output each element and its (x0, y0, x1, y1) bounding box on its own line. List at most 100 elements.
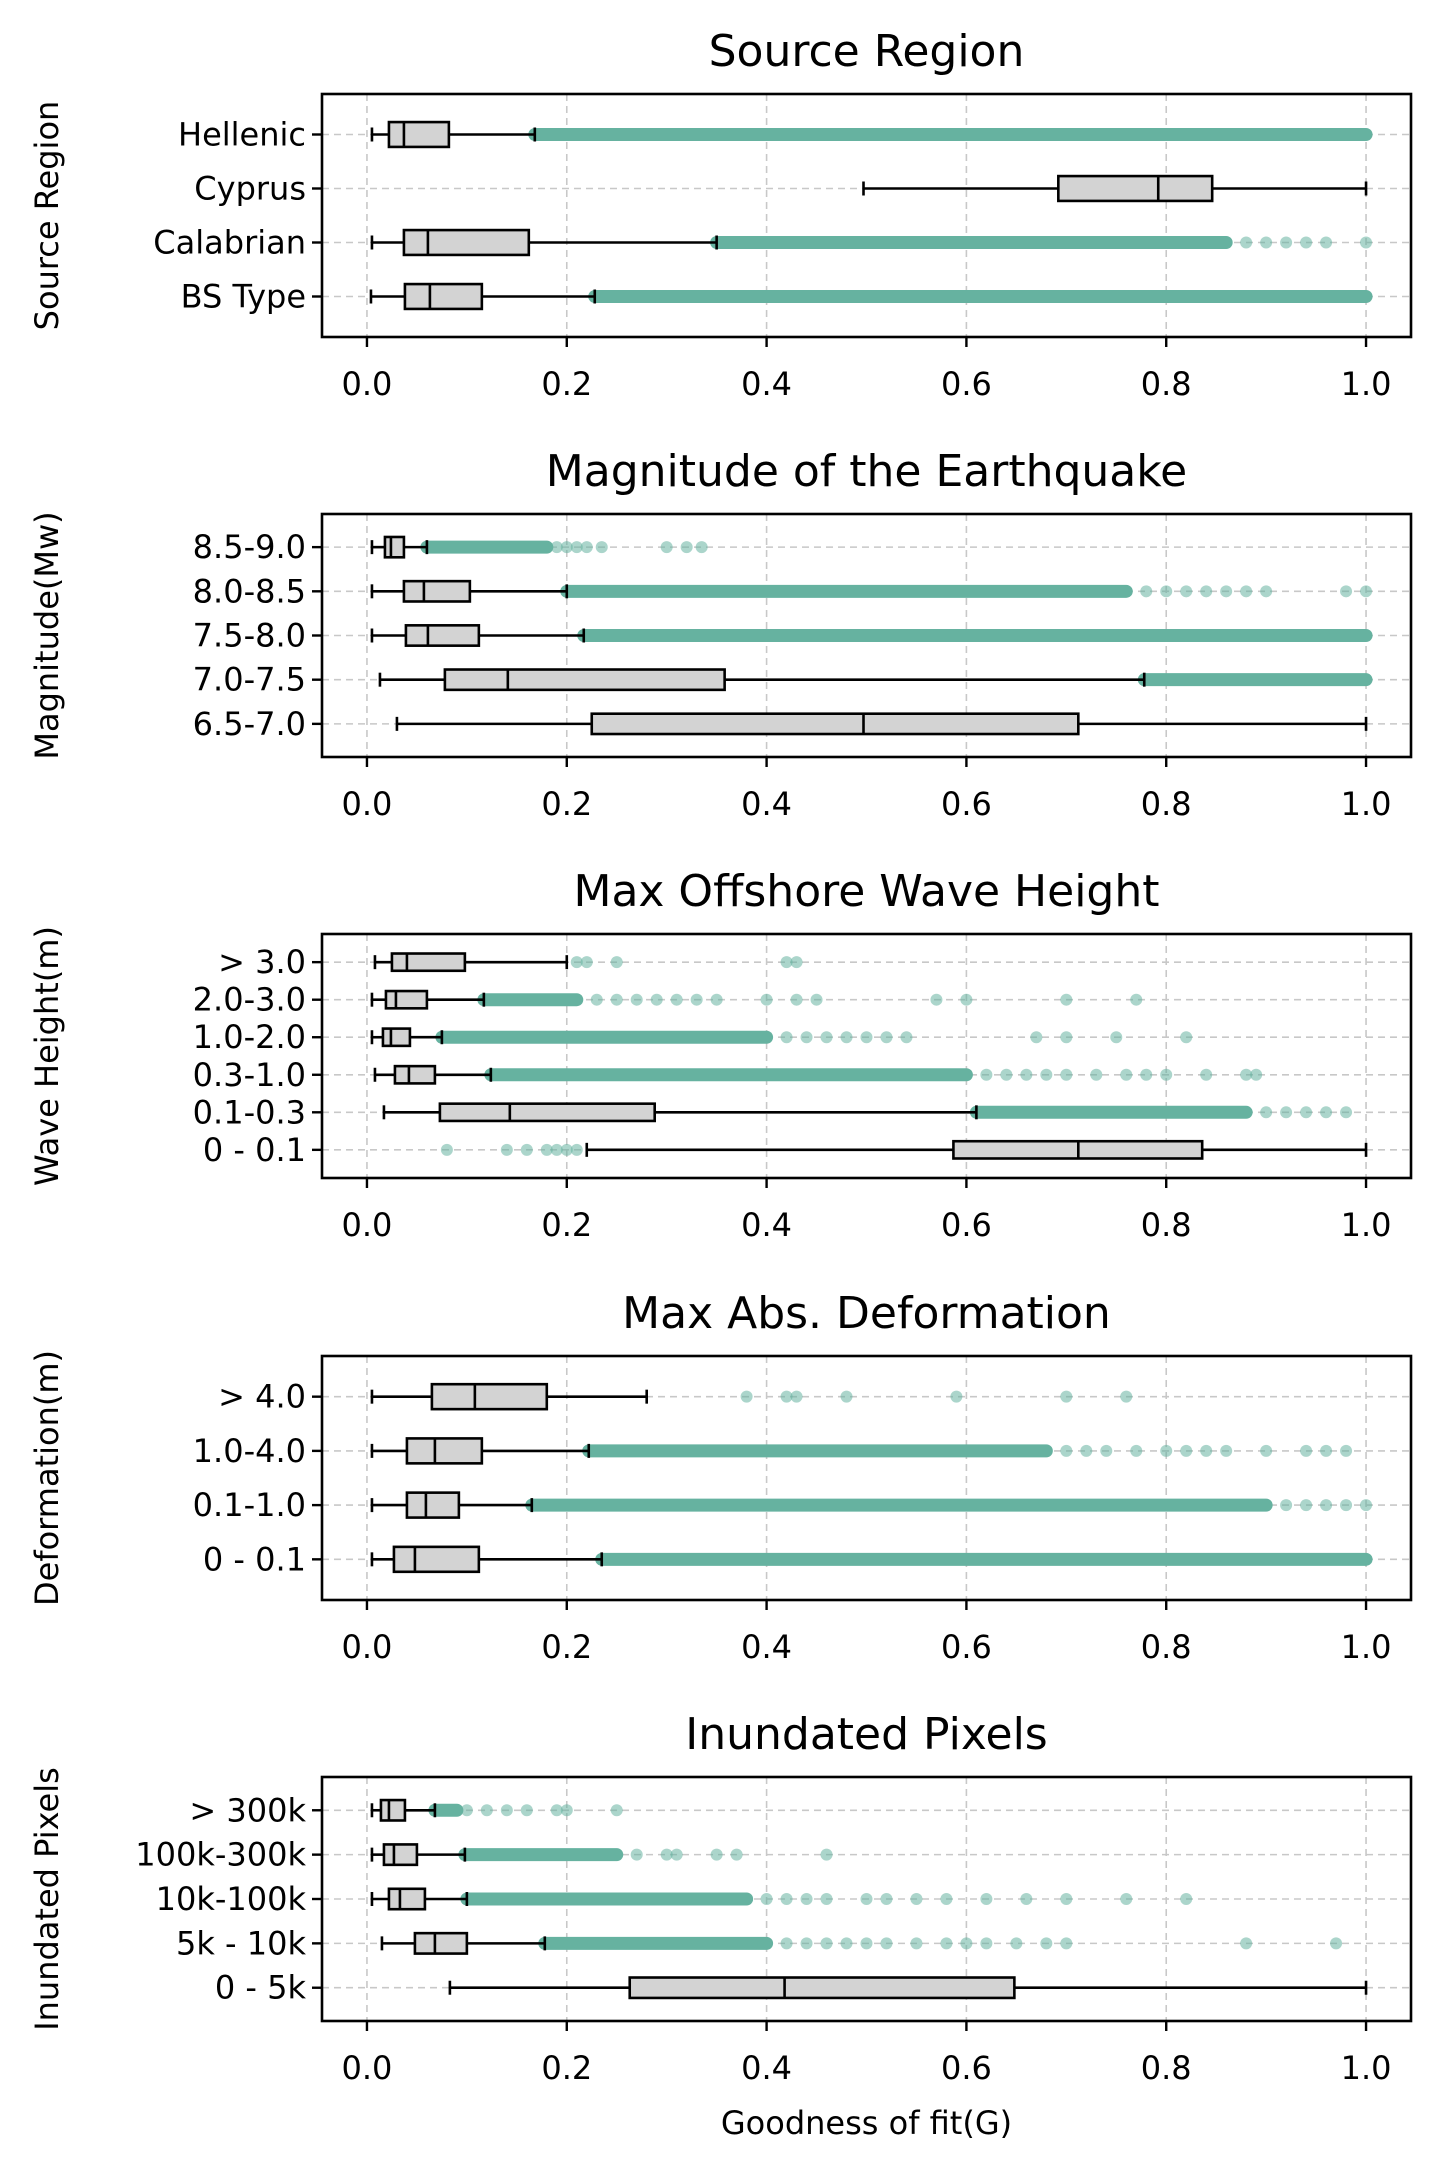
outlier-point (1060, 1068, 1073, 1081)
box-8.5-9.0 (370, 535, 708, 559)
x-tick-label: 1.0 (1341, 365, 1392, 403)
outlier-point (630, 993, 643, 1006)
outlier-point (1340, 1499, 1353, 1512)
outlier-point (660, 1848, 673, 1861)
iqr-box (590, 712, 1080, 736)
y-axis-label: Deformation(m) (28, 1350, 66, 1606)
outlier-point (1300, 1106, 1313, 1119)
panel-2: 0.0 0.2 0.4 0.6 0.8 1.0 8.5-9.0 8.0-8.5 7.5-8.0 7… (28, 446, 1413, 823)
y-tick-label: BS Type (181, 278, 306, 316)
outlier-point (1240, 585, 1253, 598)
outlier-point (1320, 1499, 1333, 1512)
box-Hellenic (370, 120, 1373, 149)
box-0.1-0.3 (382, 1102, 1353, 1123)
box-5k - 10k (380, 1931, 1343, 1955)
outlier-point (1130, 993, 1143, 1006)
outlier-point (550, 1143, 563, 1156)
iqr-box (443, 668, 726, 692)
outlier-point (1340, 1106, 1353, 1119)
outlier-point (1060, 1937, 1073, 1950)
outlier-point (690, 993, 703, 1006)
outlier-point (1060, 1390, 1073, 1403)
outlier-point (800, 1031, 813, 1044)
iqr-box (392, 1545, 481, 1574)
outlier-point (500, 1804, 513, 1817)
box-> 4.0 (370, 1382, 1133, 1411)
y-tick-label: 2.0-3.0 (193, 981, 306, 1019)
outlier-point (1000, 1068, 1013, 1081)
outlier-point (1160, 585, 1173, 598)
outlier-point (840, 1937, 853, 1950)
outlier-point (1120, 1893, 1133, 1905)
x-tick-label: 0.4 (741, 365, 792, 403)
y-tick-label: 5k - 10k (176, 1924, 307, 1962)
box-8.0-8.5 (370, 579, 1373, 603)
outlier-point (1020, 1068, 1033, 1081)
outlier-point (950, 1390, 963, 1403)
iqr-box (628, 1976, 1016, 2000)
outlier-point (820, 1937, 833, 1950)
y-axis-label: Wave Height(m) (28, 926, 66, 1186)
outlier-point (800, 1937, 813, 1950)
outlier-point (940, 1893, 953, 1905)
outlier-point (560, 541, 573, 554)
outlier-point (960, 993, 973, 1006)
box-> 3.0 (373, 952, 803, 973)
outlier-point (1130, 1444, 1143, 1457)
outlier-point (595, 541, 608, 554)
outlier-point (880, 1937, 893, 1950)
outlier-point (780, 956, 793, 969)
outlier-point (670, 1848, 683, 1861)
outlier-point (1320, 236, 1333, 249)
panel-title: Magnitude of the Earthquake (546, 446, 1187, 497)
outlier-point (980, 1068, 993, 1081)
outlier-point (1280, 1106, 1293, 1119)
outlier-point (820, 1031, 833, 1044)
outlier-point (1060, 1893, 1073, 1905)
outlier-point (810, 993, 823, 1006)
outlier-point (1280, 236, 1293, 249)
y-tick-label: Cyprus (194, 170, 306, 208)
iqr-box (1057, 174, 1214, 203)
y-axis-label: Magnitude(Mw) (28, 511, 66, 759)
outlier-point (1300, 1444, 1313, 1457)
outlier-point (660, 541, 673, 554)
panel-title: Inundated Pixels (685, 1709, 1047, 1760)
axes-frame (320, 1354, 1413, 1602)
outlier-point (1260, 585, 1273, 598)
outlier-point (1360, 585, 1373, 598)
outlier-point (1360, 236, 1373, 249)
iqr-box (430, 1382, 549, 1411)
y-tick-label: Hellenic (178, 116, 306, 154)
outlier-point (860, 1031, 873, 1044)
x-tick-label: 1.0 (1341, 785, 1392, 823)
outlier-point (440, 1143, 453, 1156)
outlier-point (1020, 1893, 1033, 1905)
iqr-box (404, 624, 481, 647)
y-tick-label: > 4.0 (218, 1378, 306, 1416)
outlier-point (960, 1937, 973, 1950)
iqr-box (405, 1437, 484, 1465)
panel-1: 0.0 0.2 0.4 0.6 0.8 1.0 Hellenic Cyprus Calabria… (28, 26, 1413, 403)
outlier-point (1060, 993, 1073, 1006)
outlier-point (860, 1893, 873, 1905)
outlier-point (840, 1390, 853, 1403)
outlier-point (1220, 585, 1233, 598)
x-tick-label: 0.0 (342, 365, 393, 403)
iqr-box (382, 1843, 419, 1867)
x-axis-label: Goodness of fit(G) (721, 2104, 1012, 2142)
outlier-point (1260, 236, 1273, 249)
outlier-point (1220, 1444, 1233, 1457)
y-tick-label: Calabrian (153, 224, 306, 262)
y-tick-label: 1.0-2.0 (193, 1018, 306, 1056)
outlier-point (610, 1804, 623, 1817)
outlier-point (1260, 1444, 1273, 1457)
x-tick-label: 0.4 (741, 2049, 792, 2087)
iqr-box (405, 1491, 461, 1519)
outlier-point (760, 1893, 773, 1905)
x-tick-label: 0.2 (541, 1628, 592, 1666)
outlier-point (570, 1143, 583, 1156)
outlier-point (910, 1937, 923, 1950)
x-tick-label: 0.2 (541, 785, 592, 823)
